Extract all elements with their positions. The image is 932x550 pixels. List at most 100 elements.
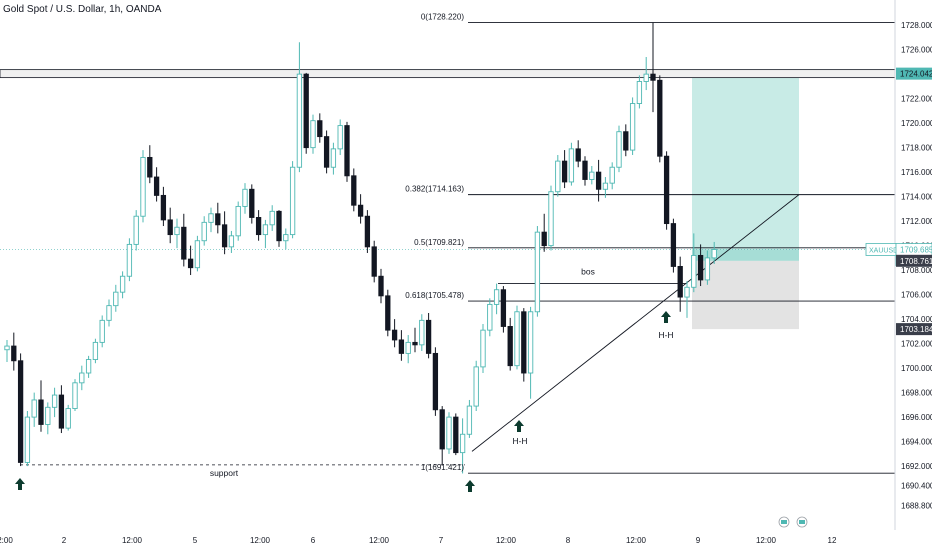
candle-body: [527, 311, 534, 374]
candle-body: [357, 204, 364, 217]
price-label-bg: [896, 254, 932, 267]
candle-body: [589, 171, 595, 180]
candle-body: [548, 191, 554, 247]
candle-body: [65, 408, 71, 429]
candle-body: [507, 326, 513, 367]
candle-body: [657, 79, 663, 157]
candle-body: [500, 289, 507, 327]
support-label: support: [210, 468, 239, 478]
candle-body: [269, 210, 275, 226]
y-tick-label: 1720.000: [901, 119, 932, 128]
candle-body: [419, 319, 425, 346]
x-tick-label: 12:00: [626, 536, 647, 545]
trendline: [471, 194, 800, 452]
y-tick-label: 1692.000: [901, 462, 932, 471]
candle-body: [453, 416, 459, 454]
candle-body: [425, 319, 432, 354]
candle-body: [174, 226, 180, 236]
candle-body: [187, 258, 194, 269]
up-arrow-icon: [15, 478, 25, 490]
price-labels: 1724.042XAUUSD1709.68554:481708.7611703.…: [865, 67, 932, 336]
candle-body: [623, 131, 629, 151]
arrow-fib-1: [465, 480, 475, 492]
candle-body: [147, 156, 153, 178]
candle-body: [92, 341, 99, 360]
candle-body: [459, 433, 466, 454]
event-flag: [799, 520, 805, 524]
candle-body: [79, 372, 85, 384]
candle-body: [303, 73, 309, 149]
x-tick-label: 7: [439, 536, 444, 545]
y-tick-label: 1702.000: [901, 340, 932, 349]
candle-body: [11, 345, 17, 362]
fib-label: 0(1728.220): [421, 12, 464, 21]
candle-body: [323, 136, 330, 168]
candle-body: [364, 215, 371, 248]
y-tick-label: 1728.000: [901, 21, 932, 30]
candle-body: [412, 341, 418, 346]
current-price-label: 1709.685: [900, 245, 932, 254]
candle-body: [541, 231, 547, 247]
candle-body: [24, 416, 31, 463]
candle-body: [4, 345, 10, 351]
candle-body: [643, 73, 649, 82]
candle-body: [663, 155, 670, 225]
candle-body: [650, 73, 656, 81]
event-icon: [796, 516, 808, 528]
candle-body: [602, 182, 609, 190]
candle-body: [126, 243, 133, 277]
x-tick-label: 12:00: [369, 536, 390, 545]
candle-body: [133, 215, 139, 245]
fib-label: 0.618(1705.478): [405, 291, 464, 300]
candle-body: [201, 221, 207, 242]
x-tick-label: 2: [62, 536, 67, 545]
candle-body: [317, 120, 323, 138]
y-tick-label: 1696.000: [901, 413, 932, 422]
price-label-bg: [896, 67, 932, 80]
y-tick-label: 1700.000: [901, 364, 932, 373]
hh-label: H-H: [512, 436, 527, 446]
candle-body: [534, 231, 541, 313]
candle-body: [310, 120, 316, 149]
candle-body: [575, 148, 581, 162]
x-tick-label: 12:00: [756, 536, 777, 545]
x-tick-label: 12:00: [496, 536, 517, 545]
candle-body: [153, 176, 160, 196]
candle-body: [378, 275, 384, 297]
y-tick-label: 1718.000: [901, 144, 932, 153]
y-tick-label: 1708.000: [901, 266, 932, 275]
fib-label: 1(1691.421): [421, 463, 464, 472]
y-tick-label: 1714.000: [901, 193, 932, 202]
fib-label: 0.5(1709.821): [414, 238, 464, 247]
y-tick-label: 1712.000: [901, 217, 932, 226]
candle-body: [371, 246, 377, 277]
candle-body: [344, 125, 350, 177]
candle-body: [255, 217, 262, 236]
x-tick-label: 9: [696, 536, 701, 545]
candle-body: [228, 235, 235, 248]
y-tick-label: 1726.000: [901, 46, 932, 55]
candle-body: [629, 103, 636, 151]
resistance-band: [0, 69, 896, 79]
candle-body: [480, 329, 486, 368]
candle-body: [711, 249, 717, 259]
candle-body: [337, 125, 343, 150]
candle-body: [160, 194, 167, 221]
candle-body: [31, 399, 37, 418]
candle-body: [595, 171, 602, 190]
candle-body: [405, 341, 411, 354]
candle-body: [221, 224, 228, 248]
x-tick-label: 12:00: [250, 536, 271, 545]
candle-body: [106, 305, 112, 321]
candle-body: [493, 289, 500, 305]
candle-body: [446, 416, 452, 450]
candle-body: [215, 213, 221, 226]
y-tick-label: 1722.000: [901, 95, 932, 104]
candle-body: [283, 234, 289, 242]
candle-body: [17, 360, 24, 463]
up-arrow-icon: [514, 420, 524, 432]
candle-body: [51, 394, 58, 408]
candle-body: [473, 366, 479, 407]
candle-body: [140, 156, 146, 217]
